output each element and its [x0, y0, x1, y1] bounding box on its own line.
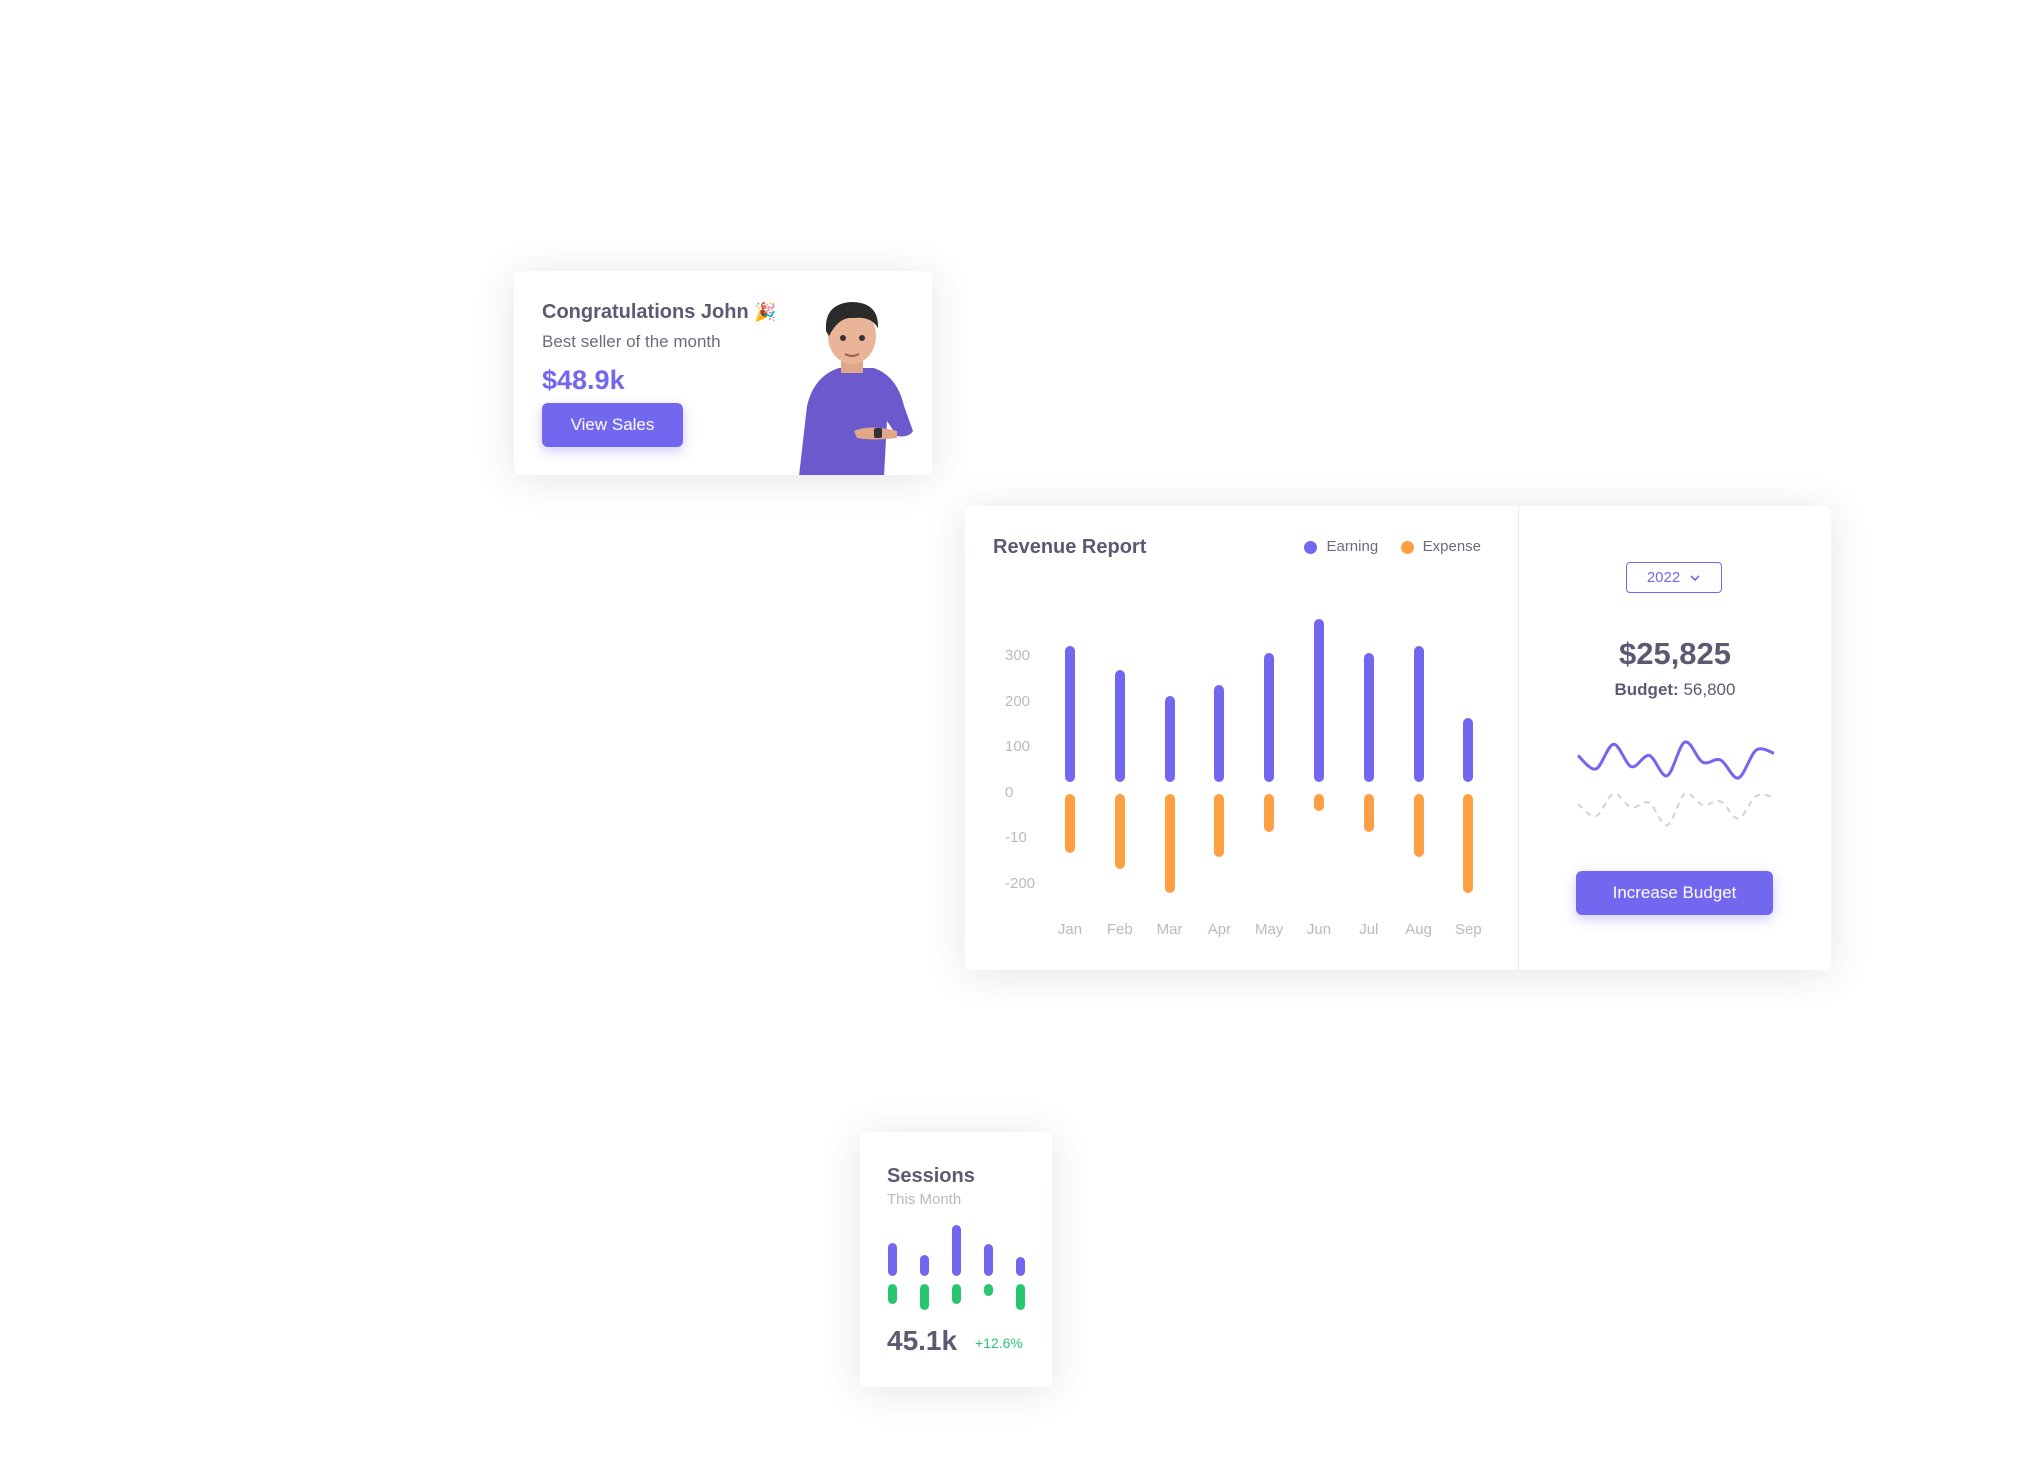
earning-dot-icon: [1304, 540, 1318, 554]
sales-amount: $48.9k: [542, 365, 625, 395]
expense-bar: [1114, 794, 1125, 870]
y-tick-label: -200: [1005, 874, 1036, 892]
sessions-change: +12.6%: [975, 1335, 1023, 1351]
congrats-title: Congratulations John 🎉: [542, 301, 777, 324]
earning-bar: [1114, 669, 1125, 782]
x-tick-label: Aug: [1405, 921, 1432, 938]
x-tick-label: May: [1255, 921, 1284, 938]
view-sales-button[interactable]: View Sales: [542, 403, 683, 447]
earning-bar: [1363, 653, 1374, 782]
earning-bar: [1164, 695, 1175, 782]
congrats-subtitle: Best seller of the month: [542, 332, 721, 351]
sessions-bar-green: [1015, 1284, 1025, 1310]
legend-expense: Expense: [1400, 538, 1481, 555]
x-tick-label: Feb: [1106, 921, 1133, 938]
expense-bar: [1463, 794, 1474, 894]
revenue-report-card: Revenue Report Earning Expense 300 200 100…: [965, 506, 1831, 970]
avatar-illustration: [799, 302, 913, 475]
year-dropdown[interactable]: 2022: [1626, 562, 1722, 593]
sessions-bar-purple: [983, 1244, 993, 1276]
y-tick-label: 200: [1005, 692, 1031, 710]
sessions-bar-purple: [887, 1243, 897, 1276]
sessions-card: Sessions This Month 45.1k +12.6%: [860, 1132, 1052, 1387]
y-tick-label: -10: [1005, 829, 1027, 846]
year-dropdown-value: 2022: [1646, 569, 1681, 586]
revenue-bar-chart: 300 200 100 0 -10 -200 Jan Feb Mar Apr May Jun Jul Au…: [965, 506, 1518, 970]
panel-divider: [1518, 506, 1519, 970]
x-tick-label: Sep: [1455, 921, 1482, 938]
expense-bar: [1264, 794, 1275, 833]
sessions-value: 45.1k: [887, 1325, 958, 1356]
earning-bar: [1214, 685, 1225, 782]
congrats-title-text: Congratulations John: [542, 301, 749, 323]
sparkline-primary: [1576, 740, 1775, 780]
sessions-subtitle: This Month: [887, 1191, 962, 1208]
sessions-bar-purple: [951, 1225, 961, 1276]
y-tick-label: 100: [1005, 738, 1031, 755]
earning-bar: [1314, 619, 1324, 782]
sessions-bar-purple: [919, 1255, 929, 1276]
sessions-bar-green: [951, 1284, 961, 1304]
legend-expense-label: Expense: [1422, 538, 1481, 555]
y-tick-label: 0: [1005, 783, 1014, 801]
legend-earning: Earning: [1304, 538, 1378, 555]
sessions-bar-purple: [1015, 1257, 1025, 1276]
expense-bar: [1363, 794, 1374, 833]
expense-bar: [1164, 794, 1175, 894]
y-tick-label: 300: [1005, 647, 1031, 664]
sessions-bar-green: [919, 1284, 929, 1310]
revenue-title: Revenue Report: [993, 536, 1147, 558]
earning-bar: [1413, 645, 1424, 782]
x-tick-label: Jan: [1057, 921, 1083, 938]
earning-bar: [1463, 718, 1474, 782]
x-tick-label: Apr: [1207, 921, 1232, 938]
budget-sparkline: [1576, 740, 1775, 827]
sessions-bar-green: [887, 1284, 897, 1304]
x-tick-label: Mar: [1156, 921, 1183, 938]
earning-bar: [1065, 645, 1075, 782]
party-popper-icon: 🎉: [754, 302, 777, 322]
budget-label: Budget:: [1614, 680, 1679, 699]
x-tick-label: Jul: [1359, 921, 1379, 938]
chevron-down-icon: [1690, 574, 1700, 581]
expense-bar: [1314, 794, 1324, 812]
revenue-total: $25,825: [1618, 636, 1732, 671]
expense-bar: [1413, 794, 1424, 858]
increase-budget-button[interactable]: Increase Budget: [1576, 871, 1773, 915]
sparkline-secondary: [1577, 792, 1775, 827]
sessions-title: Sessions: [887, 1165, 975, 1187]
expense-bar: [1065, 794, 1075, 854]
x-tick-label: Jun: [1306, 921, 1332, 938]
congratulations-card: Congratulations John 🎉 Best seller of th…: [514, 271, 932, 475]
chart-legend: Earning Expense: [1286, 538, 1481, 556]
budget-value: 56,800: [1683, 680, 1736, 699]
legend-earning-label: Earning: [1326, 538, 1379, 555]
expense-dot-icon: [1400, 540, 1414, 554]
sessions-bar-green: [983, 1284, 993, 1296]
earning-bar: [1264, 653, 1275, 782]
sessions-bar-chart: [860, 1132, 1052, 1387]
budget-line: Budget: 56,800: [1519, 680, 1831, 700]
expense-bar: [1214, 794, 1225, 858]
